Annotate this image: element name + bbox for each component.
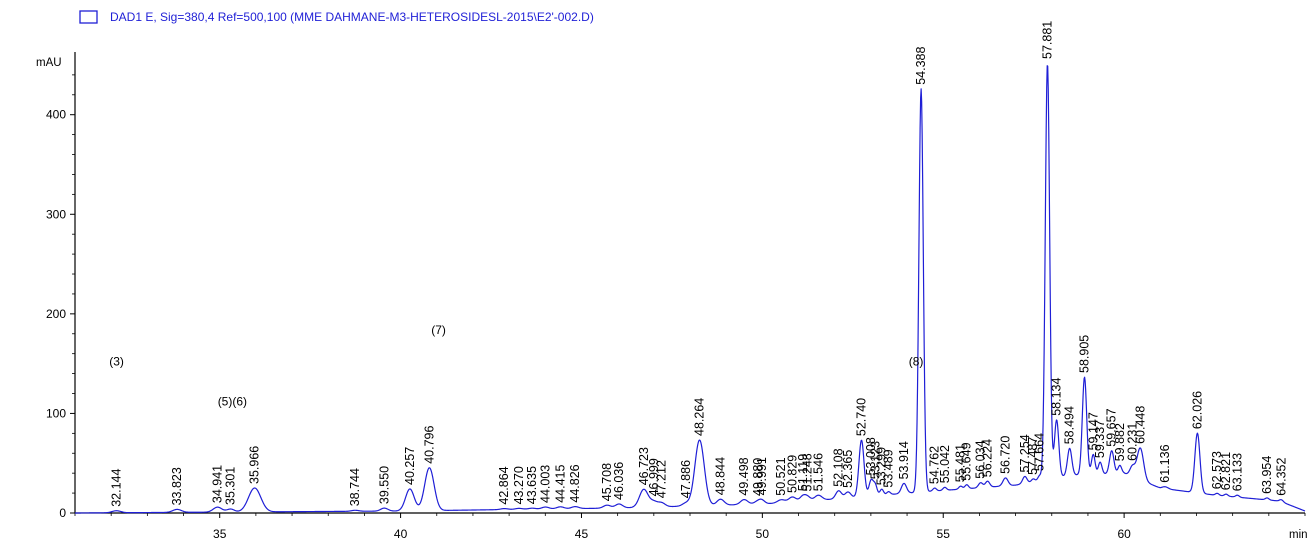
peak-label: 49.498 bbox=[737, 457, 751, 495]
x-tick-label: 60 bbox=[1117, 527, 1131, 541]
peak-label: 34.941 bbox=[211, 465, 225, 503]
peak-label: 53.123 bbox=[868, 441, 882, 479]
peak-label: 56.034 bbox=[974, 440, 988, 478]
x-axis-label: min bbox=[1289, 529, 1308, 541]
compound-annotation: (3) bbox=[109, 355, 124, 369]
peak-label: 55.649 bbox=[960, 442, 974, 480]
peak-label: 53.008 bbox=[864, 437, 878, 475]
peak-label: 58.134 bbox=[1050, 378, 1064, 416]
peak-label: 44.415 bbox=[553, 465, 567, 503]
legend-label: DAD1 E, Sig=380,4 Ref=500,100 (MME DAHMA… bbox=[110, 10, 594, 24]
peak-label: 38.744 bbox=[348, 468, 362, 506]
peak-label: 52.740 bbox=[855, 398, 869, 436]
peak-label: 59.147 bbox=[1086, 412, 1100, 450]
peak-label: 58.905 bbox=[1078, 335, 1092, 373]
peak-label: 57.881 bbox=[1041, 21, 1055, 59]
compound-annotation: (7) bbox=[431, 323, 446, 337]
peak-label: 48.264 bbox=[693, 398, 707, 436]
peak-label: 44.826 bbox=[568, 464, 582, 502]
x-tick-label: 35 bbox=[213, 527, 227, 541]
x-ticks: 35 40 45 50 55 60 bbox=[74, 513, 1306, 541]
x-tick-label: 45 bbox=[575, 527, 589, 541]
peak-label: 46.999 bbox=[647, 458, 661, 496]
peak-label: 60.448 bbox=[1133, 406, 1147, 444]
peak-label: 40.796 bbox=[422, 426, 436, 464]
y-tick-label: 100 bbox=[46, 406, 66, 420]
peak-label: 50.521 bbox=[774, 457, 788, 495]
peak-label: 50.829 bbox=[785, 455, 799, 493]
y-tick-label: 400 bbox=[46, 108, 66, 122]
peak-label: 53.914 bbox=[897, 441, 911, 479]
peak-label: 43.270 bbox=[512, 466, 526, 504]
annotations: (3) (5)(6) (7) (8) bbox=[109, 323, 923, 409]
peak-labels: 32.144 33.823 34.941 35.301 35.966 38.744 39.5… bbox=[109, 21, 1288, 507]
peak-label: 40.257 bbox=[403, 447, 417, 485]
peak-label: 46.723 bbox=[637, 447, 651, 485]
peak-label: 39.550 bbox=[377, 466, 391, 504]
peak-label: 43.635 bbox=[525, 466, 539, 504]
peak-label: 61.136 bbox=[1158, 444, 1172, 482]
peak-label: 49.991 bbox=[755, 457, 769, 495]
peak-label: 49.880 bbox=[751, 458, 765, 496]
peak-label: 33.823 bbox=[170, 467, 184, 505]
peak-label: 59.337 bbox=[1093, 420, 1107, 458]
peak-label: 56.720 bbox=[999, 436, 1013, 474]
peak-label: 57.664 bbox=[1033, 433, 1047, 471]
x-tick-label: 55 bbox=[937, 527, 951, 541]
peak-label: 46.036 bbox=[612, 462, 626, 500]
peak-label: 59.657 bbox=[1105, 408, 1119, 446]
y-ticks: 0 100 200 300 400 bbox=[46, 74, 75, 520]
peak-label: 62.026 bbox=[1190, 391, 1204, 429]
peak-label: 54.762 bbox=[928, 446, 942, 484]
legend-swatch bbox=[79, 10, 98, 24]
x-tick-label: 40 bbox=[394, 527, 408, 541]
peak-label: 44.003 bbox=[538, 465, 552, 503]
peak-label: 64.352 bbox=[1275, 458, 1289, 496]
peak-label: 42.864 bbox=[497, 466, 511, 504]
peak-label: 62.573 bbox=[1210, 451, 1224, 489]
peak-label: 58.494 bbox=[1063, 406, 1077, 444]
compound-annotation: (5)(6) bbox=[218, 394, 247, 408]
peak-label: 57.254 bbox=[1018, 434, 1032, 472]
y-tick-label: 0 bbox=[59, 506, 66, 520]
peak-label: 45.708 bbox=[600, 463, 614, 501]
peak-label: 32.144 bbox=[109, 469, 123, 507]
y-tick-label: 300 bbox=[46, 207, 66, 221]
peak-label: 51.248 bbox=[801, 453, 815, 491]
peak-label: 60.231 bbox=[1126, 423, 1140, 461]
peak-label: 52.108 bbox=[832, 448, 846, 486]
peak-label: 55.481 bbox=[954, 444, 968, 482]
compound-annotation: (8) bbox=[909, 355, 924, 369]
peak-label: 55.042 bbox=[938, 445, 952, 483]
peak-label: 51.546 bbox=[811, 453, 825, 491]
peak-label: 53.489 bbox=[882, 449, 896, 487]
peak-label: 59.882 bbox=[1113, 423, 1127, 461]
peak-label: 57.487 bbox=[1026, 437, 1040, 475]
legend: DAD1 E, Sig=380,4 Ref=500,100 (MME DAHMA… bbox=[79, 10, 594, 24]
peak-label: 47.886 bbox=[679, 460, 693, 498]
chromatogram-trace bbox=[74, 65, 1306, 514]
peak-label: 35.301 bbox=[224, 467, 238, 505]
peak-label: 35.966 bbox=[248, 446, 262, 484]
peak-label: 54.388 bbox=[914, 47, 928, 85]
peak-label: 62.821 bbox=[1219, 452, 1233, 490]
peak-label: 63.954 bbox=[1260, 456, 1274, 494]
y-tick-label: 200 bbox=[46, 307, 66, 321]
peak-label: 52.365 bbox=[841, 450, 855, 488]
peak-label: 47.212 bbox=[655, 460, 669, 498]
peak-label: 48.844 bbox=[714, 457, 728, 495]
y-axis-label: mAU bbox=[36, 57, 62, 69]
peak-label: 53.299 bbox=[875, 447, 889, 485]
peak-label: 56.224 bbox=[981, 439, 995, 477]
x-tick-label: 50 bbox=[756, 527, 770, 541]
peak-label: 51.119 bbox=[796, 454, 810, 491]
peak-label: 63.133 bbox=[1231, 453, 1245, 491]
